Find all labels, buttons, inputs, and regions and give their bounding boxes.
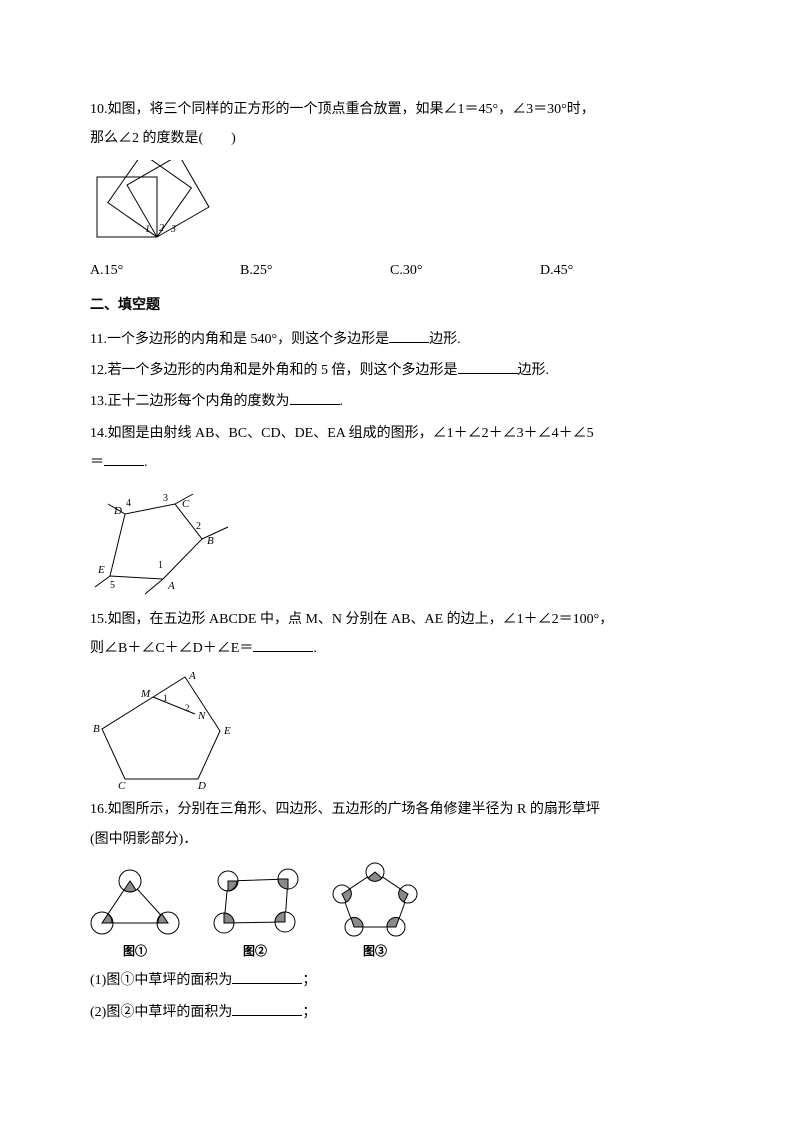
fig-pentagon: 图③ xyxy=(330,862,420,964)
svg-text:E: E xyxy=(97,564,105,576)
q16-blank1[interactable] xyxy=(232,970,302,984)
q16-sub1: (1)图①中草坪的面积为 ； xyxy=(90,966,704,995)
q14: 14.如图是由射线 AB、BC、CD、DE、EA 组成的图形，∠1＋∠2＋∠3＋… xyxy=(90,419,704,478)
q13-blank[interactable] xyxy=(290,391,340,405)
q10-line2: 那么∠2 的度数是( ) xyxy=(90,124,704,153)
q14-line2post: . xyxy=(144,455,148,470)
q16-sub2: (2)图②中草坪的面积为 ； xyxy=(90,998,704,1027)
q12: 12.若一个多边形的内角和是外角和的 5 倍，则这个多边形是 边形. xyxy=(90,356,704,385)
choice-b[interactable]: B.25° xyxy=(240,256,390,285)
svg-text:4: 4 xyxy=(126,498,131,509)
cap1: 图① xyxy=(90,939,180,964)
q16-sub1pre: (1)图①中草坪的面积为 xyxy=(90,973,232,988)
q16-line2: (图中阴影部分)． xyxy=(90,825,704,854)
svg-text:E: E xyxy=(223,725,231,737)
choice-c[interactable]: C.30° xyxy=(390,256,540,285)
q15: 15.如图，在五边形 ABCDE 中，点 M、N 分别在 AB、AE 的边上，∠… xyxy=(90,605,704,664)
svg-text:1: 1 xyxy=(158,560,163,571)
choice-a[interactable]: A.15° xyxy=(90,256,240,285)
q11-pre: 11.一个多边形的内角和是 540°，则这个多边形是 xyxy=(90,332,389,347)
svg-text:5: 5 xyxy=(110,580,115,591)
fig-triangle: 图① xyxy=(90,867,180,964)
svg-text:M: M xyxy=(140,688,151,700)
svg-text:2: 2 xyxy=(159,223,164,234)
svg-text:B: B xyxy=(207,535,214,547)
svg-text:B: B xyxy=(93,723,100,735)
choice-d[interactable]: D.45° xyxy=(540,256,690,285)
q10-choices: A.15° B.25° C.30° D.45° xyxy=(90,256,704,285)
cap3: 图③ xyxy=(330,939,420,964)
q11-blank[interactable] xyxy=(389,329,429,343)
svg-text:1: 1 xyxy=(163,693,168,703)
q15-line2pre: 则∠B＋∠C＋∠D＋∠E＝ xyxy=(90,641,253,656)
q13-pre: 13.正十二边形每个内角的度数为 xyxy=(90,394,290,409)
q15-figure: A B C D E M N 1 2 xyxy=(90,669,704,789)
q16: 16.如图所示，分别在三角形、四边形、五边形的广场各角修建半径为 R 的扇形草坪… xyxy=(90,795,704,854)
svg-text:A: A xyxy=(188,670,196,682)
q16-figures: 图① 图② 图③ xyxy=(90,862,704,964)
section-title: 二、填空题 xyxy=(90,291,704,320)
q16-line1: 16.如图所示，分别在三角形、四边形、五边形的广场各角修建半径为 R 的扇形草坪 xyxy=(90,795,704,824)
q15-line2post: . xyxy=(313,641,317,656)
q10: 10.如图，将三个同样的正方形的一个顶点重合放置，如果∠1＝45°，∠3＝30°… xyxy=(90,95,704,154)
q12-blank[interactable] xyxy=(458,360,518,374)
svg-text:1: 1 xyxy=(145,224,150,235)
svg-text:3: 3 xyxy=(163,493,168,504)
q16-sub2post: ； xyxy=(302,1005,316,1020)
q14-line2pre: ＝ xyxy=(90,455,104,470)
svg-text:A: A xyxy=(167,580,175,592)
svg-text:3: 3 xyxy=(170,224,176,235)
q10-line1: 10.如图，将三个同样的正方形的一个顶点重合放置，如果∠1＝45°，∠3＝30°… xyxy=(90,95,704,124)
cap2: 图② xyxy=(210,939,300,964)
q16-blank2[interactable] xyxy=(232,1002,302,1016)
svg-text:C: C xyxy=(118,780,126,789)
svg-text:C: C xyxy=(182,498,190,510)
q12-post: 边形. xyxy=(518,363,550,378)
svg-text:N: N xyxy=(197,710,206,722)
q11: 11.一个多边形的内角和是 540°，则这个多边形是 边形. xyxy=(90,325,704,354)
svg-text:D: D xyxy=(197,780,206,789)
svg-text:D: D xyxy=(113,505,122,517)
q13-post: . xyxy=(340,394,344,409)
q16-sub2pre: (2)图②中草坪的面积为 xyxy=(90,1005,232,1020)
q14-line2: ＝. xyxy=(90,448,704,477)
q15-line2: 则∠B＋∠C＋∠D＋∠E＝. xyxy=(90,634,704,663)
q15-line1: 15.如图，在五边形 ABCDE 中，点 M、N 分别在 AB、AE 的边上，∠… xyxy=(90,605,704,634)
svg-text:2: 2 xyxy=(196,521,201,532)
q14-blank[interactable] xyxy=(104,452,144,466)
q10-figure: 1 2 3 xyxy=(90,160,704,250)
q16-sub1post: ； xyxy=(302,973,316,988)
svg-text:2: 2 xyxy=(185,703,190,713)
q13: 13.正十二边形每个内角的度数为. xyxy=(90,387,704,416)
q14-line1: 14.如图是由射线 AB、BC、CD、DE、EA 组成的图形，∠1＋∠2＋∠3＋… xyxy=(90,419,704,448)
q11-post: 边形. xyxy=(429,332,461,347)
q14-figure: A B C D E 1 2 3 4 5 xyxy=(90,484,704,599)
q12-pre: 12.若一个多边形的内角和是外角和的 5 倍，则这个多边形是 xyxy=(90,363,458,378)
q15-blank[interactable] xyxy=(253,638,313,652)
fig-quad: 图② xyxy=(210,867,300,964)
